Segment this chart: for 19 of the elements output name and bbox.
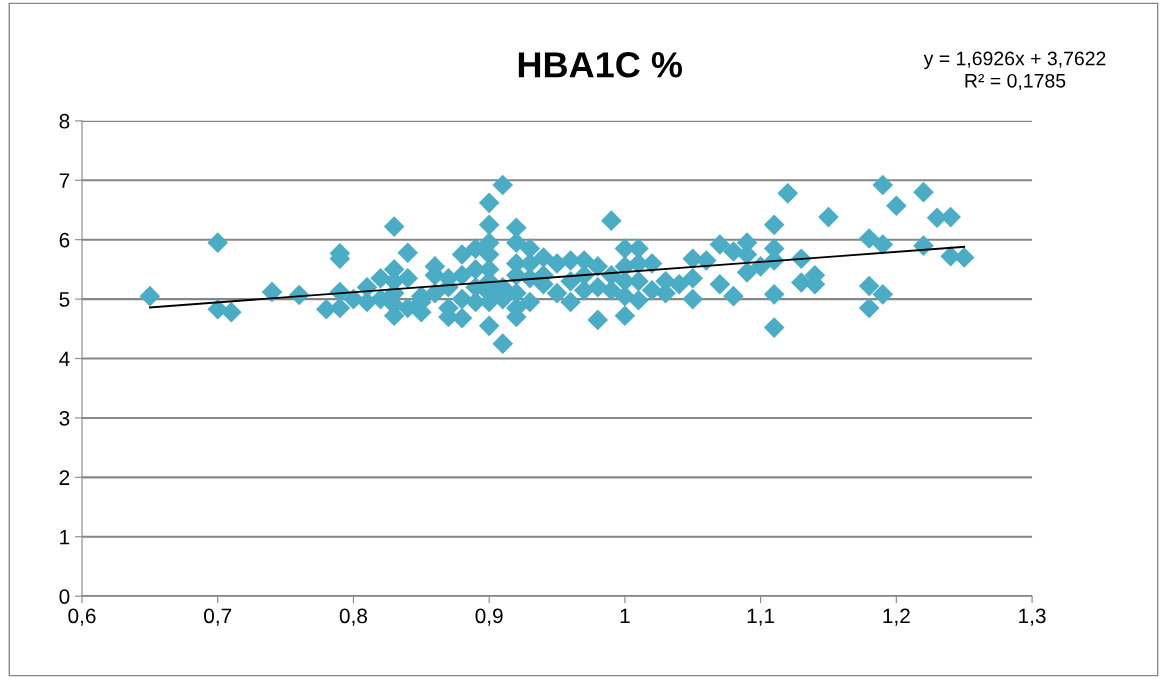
y-tick-label: 1 [60,529,70,545]
x-tick-label: 1,1 [747,608,775,626]
x-tick-label: 1,3 [1019,608,1046,626]
y-tick-label: 3 [59,410,70,426]
x-tick-label: 0,7 [204,608,232,626]
y-tick-label: 8 [59,113,70,129]
x-tick-label: 0,6 [68,608,96,626]
chart-title: HBA1C % [518,52,683,78]
y-tick-label: 0 [59,589,70,604]
x-tick-label: 0,9 [475,608,503,626]
x-tick-label: 1,2 [883,608,910,626]
y-tick-label: 5 [59,292,70,307]
y-tick-label: 7 [59,173,70,188]
y-tick-label: 2 [59,470,70,485]
y-tick-label: 6 [59,232,70,248]
y-tick-label: 4 [59,351,70,367]
x-tick-label: 1 [620,608,630,624]
x-tick-label: 0,8 [339,608,368,626]
text: y = 1,6926x + 3,7622 R² = 0,1785 [923,51,1106,90]
